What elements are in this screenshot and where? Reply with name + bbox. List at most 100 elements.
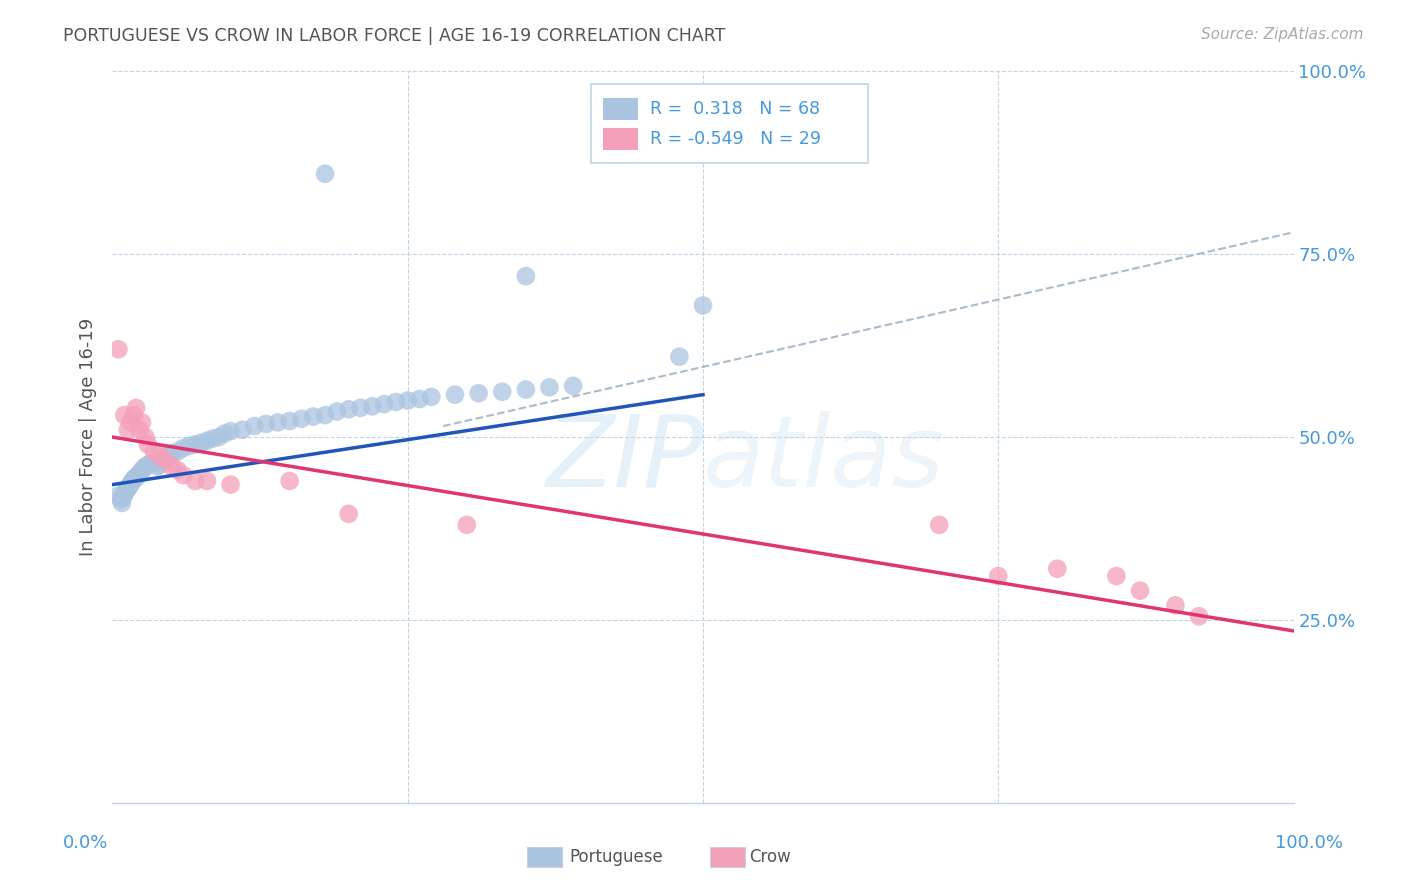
Point — [172, 441, 194, 455]
Text: atlas: atlas — [703, 410, 945, 508]
Point — [110, 492, 132, 507]
Point — [184, 474, 207, 488]
Point — [385, 395, 408, 409]
Point — [337, 507, 360, 521]
Point — [179, 439, 201, 453]
Point — [160, 446, 183, 460]
Point — [231, 423, 253, 437]
Point — [131, 416, 153, 430]
Point — [111, 496, 134, 510]
Point — [160, 459, 183, 474]
Point — [135, 459, 157, 474]
FancyBboxPatch shape — [603, 98, 638, 120]
Point — [278, 474, 301, 488]
Point — [127, 468, 149, 483]
Point — [155, 453, 177, 467]
Point — [125, 401, 148, 415]
Point — [150, 453, 173, 467]
Point — [349, 401, 371, 415]
Point — [201, 432, 224, 446]
Text: R =  0.318   N = 68: R = 0.318 N = 68 — [650, 100, 820, 118]
Point — [515, 269, 537, 284]
Point — [157, 448, 180, 462]
Point — [243, 419, 266, 434]
Point — [139, 457, 162, 471]
Point — [361, 400, 384, 414]
Text: Portuguese: Portuguese — [569, 848, 664, 866]
Point — [444, 387, 467, 401]
Point — [219, 424, 242, 438]
Point — [184, 437, 207, 451]
Point — [515, 383, 537, 397]
Point — [467, 386, 489, 401]
Point — [118, 480, 141, 494]
Point — [114, 485, 136, 500]
Point — [491, 384, 513, 399]
Point — [115, 483, 138, 497]
Point — [107, 489, 129, 503]
Point — [129, 465, 152, 479]
FancyBboxPatch shape — [591, 84, 869, 163]
Point — [408, 392, 430, 406]
Point — [128, 423, 150, 437]
Point — [337, 402, 360, 417]
Point — [219, 477, 242, 491]
Text: R = -0.549   N = 29: R = -0.549 N = 29 — [650, 130, 821, 148]
Point — [134, 460, 156, 475]
Point — [302, 409, 325, 424]
Point — [208, 430, 231, 444]
Y-axis label: In Labor Force | Age 16-19: In Labor Force | Age 16-19 — [79, 318, 97, 557]
Point — [166, 463, 188, 477]
Point — [1105, 569, 1128, 583]
Point — [112, 408, 135, 422]
Point — [928, 517, 950, 532]
Point — [122, 408, 145, 422]
Text: 100.0%: 100.0% — [1275, 834, 1343, 852]
Point — [314, 408, 336, 422]
Point — [190, 436, 212, 450]
Point — [1164, 599, 1187, 613]
Point — [562, 379, 585, 393]
Text: Source: ZipAtlas.com: Source: ZipAtlas.com — [1201, 27, 1364, 42]
Point — [125, 470, 148, 484]
Point — [326, 404, 349, 418]
Point — [195, 474, 218, 488]
Point — [149, 448, 172, 462]
Point — [1046, 562, 1069, 576]
Point — [172, 468, 194, 483]
FancyBboxPatch shape — [603, 128, 638, 150]
Point — [1188, 609, 1211, 624]
Point — [290, 412, 312, 426]
Text: PORTUGUESE VS CROW IN LABOR FORCE | AGE 16-19 CORRELATION CHART: PORTUGUESE VS CROW IN LABOR FORCE | AGE … — [63, 27, 725, 45]
Point — [107, 343, 129, 357]
Text: 0.0%: 0.0% — [63, 834, 108, 852]
Point — [117, 481, 139, 495]
Text: ZIP: ZIP — [544, 410, 703, 508]
Point — [128, 467, 150, 481]
Point — [146, 459, 169, 474]
Point — [124, 471, 146, 485]
Point — [195, 434, 218, 448]
Point — [117, 423, 139, 437]
Point — [120, 416, 142, 430]
Point — [142, 456, 165, 470]
Text: Crow: Crow — [749, 848, 792, 866]
Point — [142, 444, 165, 458]
Point — [166, 444, 188, 458]
Point — [278, 414, 301, 428]
Point — [121, 474, 143, 488]
Point — [131, 463, 153, 477]
Point — [692, 298, 714, 312]
Point — [127, 468, 149, 483]
Point — [135, 430, 157, 444]
Point — [373, 397, 395, 411]
Point — [120, 475, 142, 490]
Point — [254, 417, 277, 431]
Point — [155, 450, 177, 465]
Point — [136, 458, 159, 472]
Point — [267, 416, 290, 430]
Point — [668, 350, 690, 364]
Point — [112, 490, 135, 504]
Point — [396, 393, 419, 408]
Point — [112, 487, 135, 501]
